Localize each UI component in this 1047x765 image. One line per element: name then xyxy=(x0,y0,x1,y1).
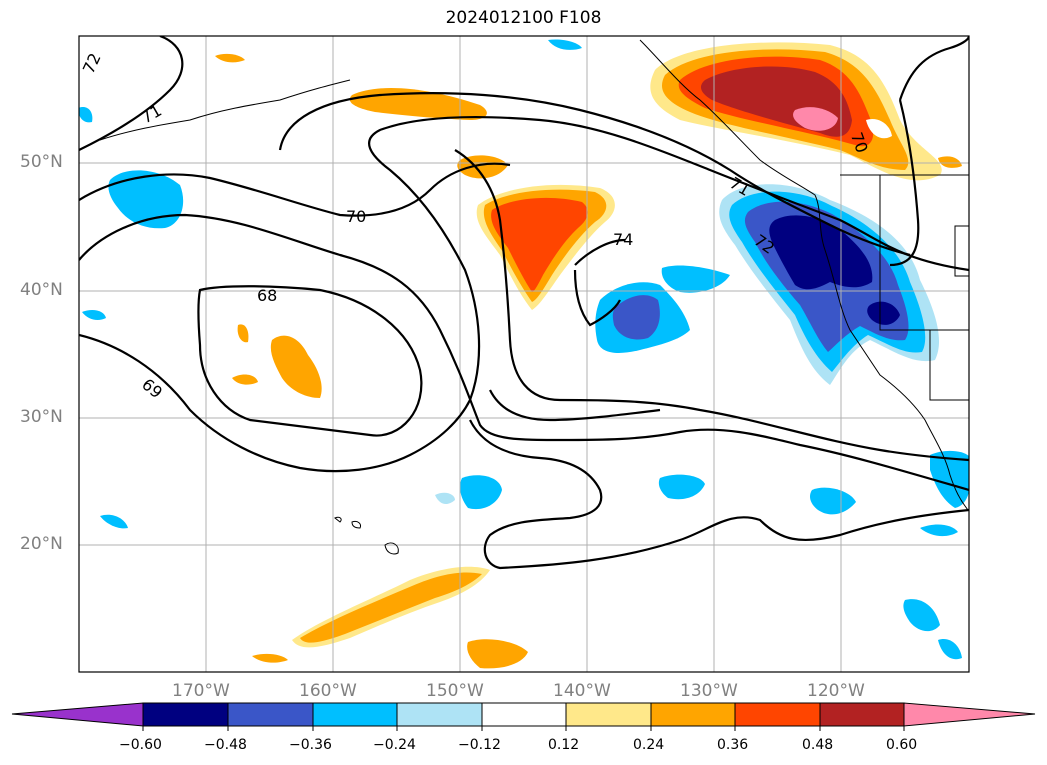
height-contours xyxy=(79,36,969,570)
map-frame xyxy=(78,35,970,673)
colorbar-tick: 0.36 xyxy=(717,737,749,753)
colorbar xyxy=(11,702,1036,731)
coastlines xyxy=(99,36,969,660)
colorbar-tick: 0.12 xyxy=(548,737,580,753)
colorbar-tick: 0.48 xyxy=(802,737,834,753)
lat-label-40n: 40°N xyxy=(20,280,63,300)
colorbar-tick: −0.36 xyxy=(289,737,332,753)
map-title: 2024012100 F108 xyxy=(445,8,602,28)
colorbar-tick: −0.48 xyxy=(204,737,247,753)
colorbar-tick: −0.12 xyxy=(458,737,501,753)
contour-label: 68 xyxy=(257,286,277,305)
lon-label-160w: 160°W xyxy=(299,681,357,701)
colorbar-tick: −0.60 xyxy=(119,737,162,753)
lon-label-130w: 130°W xyxy=(680,681,738,701)
contour-label: 70 xyxy=(346,207,366,226)
lon-label-150w: 150°W xyxy=(426,681,484,701)
map-area: 72 71 70 68 69 74 71 70 72 xyxy=(79,36,969,672)
lon-label-170w: 170°W xyxy=(172,681,230,701)
lon-label-140w: 140°W xyxy=(553,681,611,701)
colorbar-tick: −0.24 xyxy=(373,737,416,753)
colorbar-tick: 0.60 xyxy=(886,737,918,753)
negative-anomaly-west-coast xyxy=(719,184,940,385)
contour-label: 74 xyxy=(613,230,633,249)
lat-label-30n: 30°N xyxy=(20,407,63,427)
graticule xyxy=(79,36,969,672)
lat-label-50n: 50°N xyxy=(20,152,63,172)
positive-anomaly-subtropical xyxy=(215,53,528,669)
positive-anomaly-pnw xyxy=(650,42,962,181)
negative-anomaly-central xyxy=(79,39,969,660)
colorbar-tick: 0.24 xyxy=(633,737,665,753)
lat-label-20n: 20°N xyxy=(20,534,63,554)
lon-label-120w: 120°W xyxy=(807,681,865,701)
